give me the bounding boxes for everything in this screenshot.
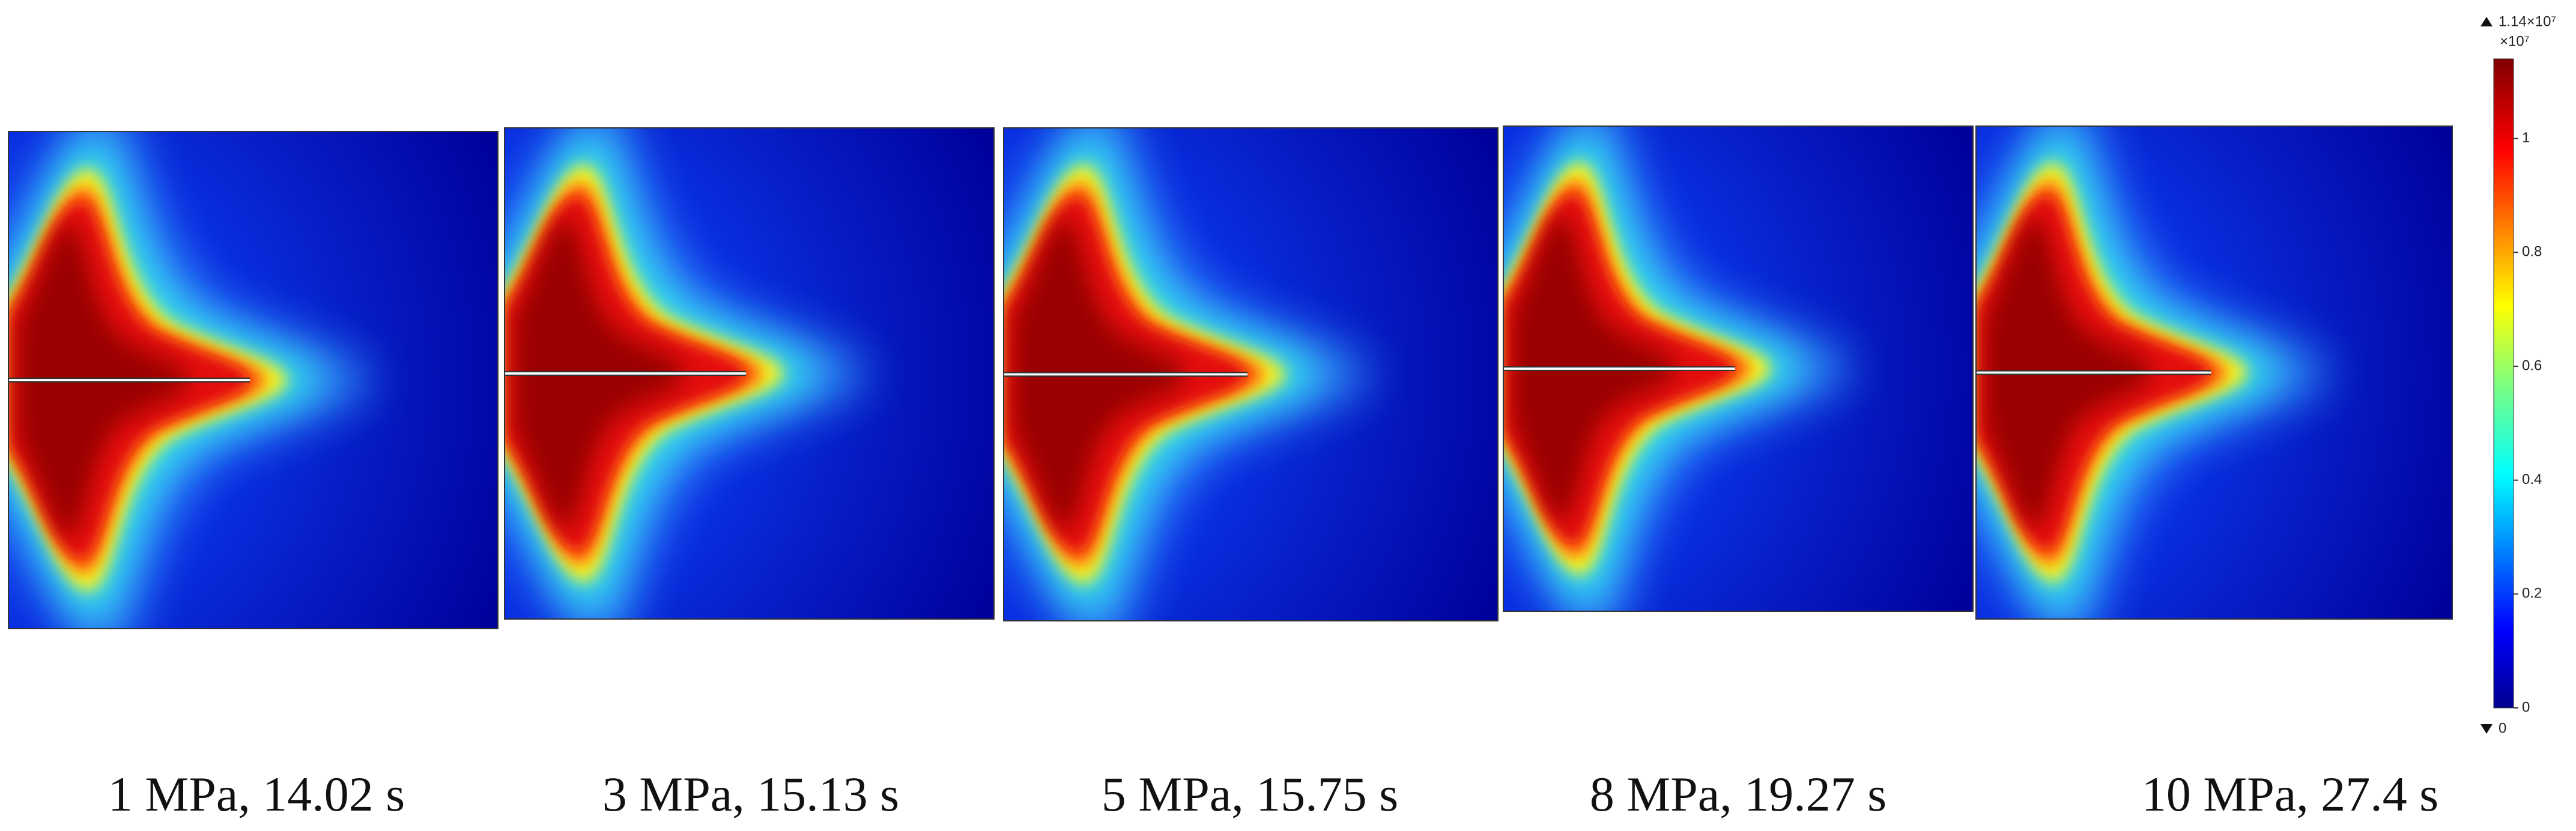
- panel-caption: 5 MPa, 15.75 s: [1102, 767, 1398, 821]
- colorbar-tick-label: 0.2: [2522, 585, 2542, 602]
- panel-caption: 1 MPa, 14.02 s: [108, 767, 405, 821]
- panel-border: [1975, 125, 2453, 620]
- panel-border: [504, 127, 995, 620]
- colorbar-tick-label: 0.6: [2522, 357, 2542, 373]
- heatmap-panel: [486, 94, 994, 653]
- panel-border: [1003, 127, 1499, 621]
- colorbar-tick-label: 0: [2522, 699, 2530, 715]
- colorbar-min-label: 0: [2499, 720, 2506, 736]
- colorbar-tick-label: 1: [2522, 130, 2530, 146]
- max-arrow: [2481, 17, 2493, 26]
- panel-caption: 10 MPa, 27.4 s: [2142, 767, 2438, 821]
- min-arrow: [2481, 724, 2493, 734]
- field-image: [486, 94, 994, 653]
- panel-caption: 3 MPa, 15.13 s: [602, 767, 899, 821]
- field-image: [1959, 92, 2452, 653]
- field-image: [0, 97, 498, 662]
- panel-border: [8, 131, 499, 629]
- colorbar-tick-label: 0.8: [2522, 244, 2542, 260]
- colorbar-max-label: 1.14×10⁷: [2499, 13, 2556, 29]
- colorbar-multiplier: ×10⁷: [2500, 33, 2529, 49]
- panel-caption: 8 MPa, 19.27 s: [1590, 767, 1887, 821]
- heatmap-panel: [0, 97, 498, 662]
- heatmap-panel: [1486, 93, 1973, 644]
- heatmap-panel: [1959, 92, 2452, 653]
- colorbar-tick-label: 0.4: [2522, 471, 2542, 488]
- field-image: [986, 94, 1498, 654]
- colorbar: [2493, 58, 2514, 709]
- field-image: [1486, 93, 1973, 644]
- heatmap-panel: [986, 94, 1498, 654]
- panel-border: [1503, 125, 1974, 612]
